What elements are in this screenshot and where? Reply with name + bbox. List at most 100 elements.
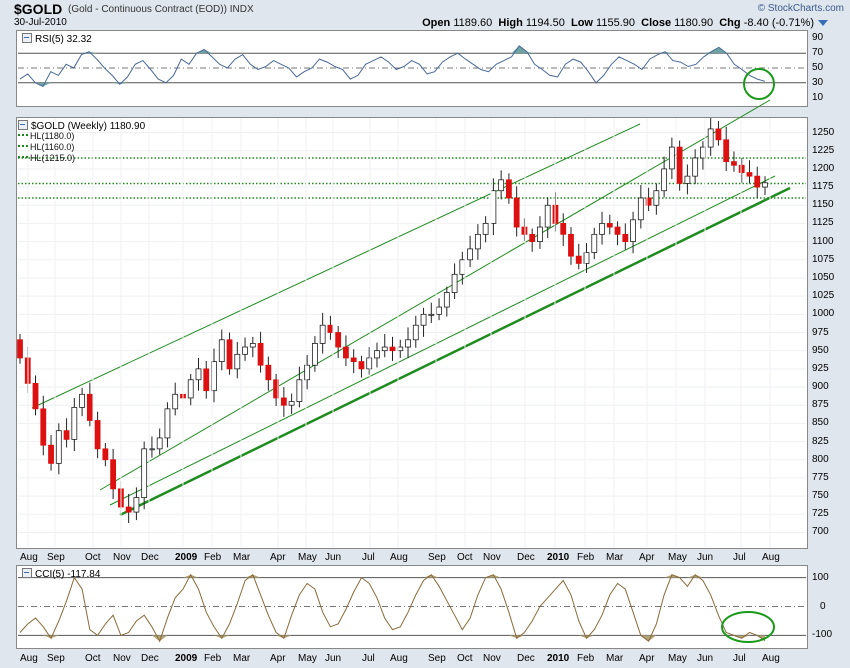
candle-body bbox=[668, 146, 675, 170]
candle-body bbox=[71, 406, 78, 440]
rsi-highlight-circle bbox=[743, 68, 775, 100]
trend-channel-line bbox=[31, 123, 641, 409]
price-legend-text: $GOLD (Weekly) 1180.90 bbox=[31, 121, 146, 132]
candle-body bbox=[164, 408, 171, 439]
month-label: Apr bbox=[639, 653, 655, 664]
brand-logo[interactable]: © StockCharts.com bbox=[757, 3, 844, 14]
rsi-overbought-fill bbox=[20, 45, 765, 54]
candle-body bbox=[381, 346, 388, 352]
cci-overbought-fill bbox=[20, 574, 765, 578]
candle-body bbox=[420, 313, 427, 326]
price-tick-label: 1225 bbox=[812, 144, 835, 156]
candle-body bbox=[358, 361, 365, 370]
candle-body bbox=[110, 459, 117, 490]
month-label: 2010 bbox=[547, 653, 570, 664]
month-label: Jun bbox=[697, 552, 714, 563]
candle-body bbox=[630, 219, 636, 243]
month-label: Dec bbox=[141, 653, 159, 664]
candle-body bbox=[141, 448, 148, 498]
candle-body bbox=[645, 197, 652, 206]
price-tick-label: 725 bbox=[812, 508, 829, 520]
close-label: Close bbox=[641, 17, 672, 29]
candle-body bbox=[599, 223, 605, 235]
hl-legend-2: HL(1160.0) bbox=[18, 142, 74, 152]
candle-body bbox=[226, 339, 233, 370]
candle-body bbox=[288, 401, 295, 406]
month-label: Aug bbox=[390, 653, 408, 664]
price-tick-label: 700 bbox=[812, 526, 829, 538]
rsi-oversold-fill bbox=[20, 82, 765, 87]
candle-body bbox=[560, 223, 567, 235]
candle-body bbox=[311, 343, 318, 366]
price-tick-label: 1025 bbox=[812, 290, 835, 302]
candle-body bbox=[94, 420, 101, 450]
hl-legend-1-text: HL(1180.0) bbox=[30, 131, 75, 141]
candle-body bbox=[133, 497, 140, 513]
candle-body bbox=[498, 179, 505, 192]
candle-body bbox=[296, 379, 303, 402]
month-label: Feb bbox=[577, 653, 595, 664]
price-tick-label: 1125 bbox=[812, 217, 834, 229]
month-label: May bbox=[298, 653, 317, 664]
candle-body bbox=[583, 252, 590, 264]
candle-body bbox=[506, 179, 512, 199]
candle-body bbox=[459, 259, 466, 275]
candle-body bbox=[350, 357, 357, 362]
candle-body bbox=[622, 233, 629, 243]
candle-body bbox=[343, 346, 349, 359]
candle-body bbox=[125, 506, 132, 513]
dropdown-triangle-icon[interactable] bbox=[818, 20, 828, 26]
price-tick-label: 850 bbox=[812, 417, 829, 429]
price-tick-label: 1250 bbox=[812, 126, 835, 138]
indicator-icon bbox=[22, 568, 32, 578]
candle-body bbox=[467, 248, 474, 261]
month-label: Dec bbox=[141, 552, 159, 563]
candle-body bbox=[537, 226, 543, 243]
price-tick-label: 775 bbox=[812, 471, 829, 483]
candle-body bbox=[257, 343, 264, 366]
candle-body bbox=[637, 197, 644, 221]
month-label: Jul bbox=[362, 653, 375, 664]
candle-body bbox=[195, 368, 202, 381]
x-axis-bottom: Aug Sep Oct Nov Dec 2009 Feb Mar Apr May Jun Jul Aug… bbox=[16, 653, 806, 667]
candle-body bbox=[544, 204, 551, 228]
cci-line bbox=[19, 573, 766, 643]
candle-body bbox=[738, 164, 745, 173]
month-label: Feb bbox=[577, 552, 595, 563]
price-tick-label: 800 bbox=[812, 453, 829, 465]
candle-body bbox=[443, 292, 450, 308]
high-value: 1194.50 bbox=[525, 17, 565, 29]
hl-legend-3-text: HL(1215.0) bbox=[30, 153, 76, 163]
rsi-tick-label: 30 bbox=[812, 76, 824, 88]
description-text: (Gold - Continuous Contract (EOD)) bbox=[68, 4, 227, 15]
x-axis-main: Aug Sep Oct Nov Dec 2009 Feb Mar Apr May Jun Jul Aug… bbox=[16, 552, 806, 566]
close-value: 1180.90 bbox=[674, 17, 714, 29]
candle-body bbox=[249, 343, 256, 348]
cci-tick-label: 100 bbox=[812, 571, 829, 583]
month-label: Sep bbox=[428, 552, 446, 563]
candle-body bbox=[715, 128, 722, 141]
candle-body bbox=[40, 408, 47, 446]
month-label: Oct bbox=[457, 653, 473, 664]
month-label: Aug bbox=[20, 653, 38, 664]
price-tick-label: 750 bbox=[812, 490, 829, 502]
price-tick-label: 975 bbox=[812, 326, 829, 338]
price-tick-label: 950 bbox=[812, 344, 829, 356]
candle-body bbox=[234, 353, 241, 370]
open-value: 1189.60 bbox=[453, 17, 493, 29]
month-label: Jun bbox=[325, 653, 342, 664]
cci-legend: CCI(5) -117.84 bbox=[22, 568, 100, 580]
candle-body bbox=[723, 139, 730, 163]
quote-summary: Open 1189.60 High 1194.50 Low 1155.90 Cl… bbox=[422, 17, 814, 29]
price-tick-label: 825 bbox=[812, 435, 829, 447]
cci-tick-label: 0 bbox=[820, 600, 826, 612]
candle-body bbox=[575, 255, 582, 264]
candle-body bbox=[762, 182, 768, 188]
month-label: Feb bbox=[204, 552, 222, 563]
open-label: Open bbox=[422, 17, 451, 29]
candle-body bbox=[218, 339, 225, 362]
month-label: Jun bbox=[697, 653, 714, 664]
candle-body bbox=[746, 172, 753, 177]
month-label: Mar bbox=[233, 653, 251, 664]
